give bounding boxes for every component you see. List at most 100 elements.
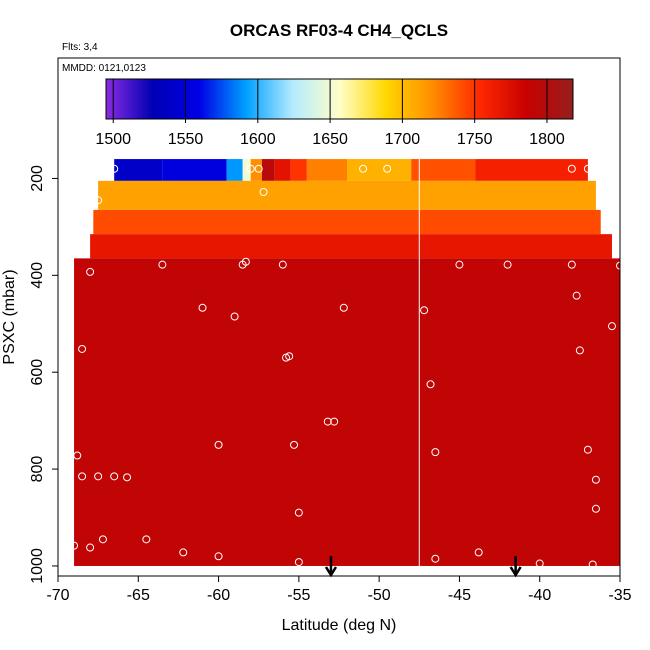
observation-point — [78, 472, 87, 481]
observation-point — [426, 380, 435, 389]
y-axis: 200 400 600 800 1000 — [29, 165, 59, 584]
observation-point — [94, 196, 103, 205]
observation-point — [259, 188, 268, 197]
observation-point — [575, 346, 584, 355]
observation-point — [330, 417, 339, 426]
observation-point — [94, 472, 103, 481]
x-tick-label: -65 — [127, 587, 150, 604]
heatmap-cell — [226, 159, 243, 181]
observation-point — [567, 260, 576, 269]
observation-point — [179, 548, 188, 557]
heatmap-cells — [74, 159, 621, 566]
observation-point — [583, 164, 592, 173]
observation-point — [278, 260, 287, 269]
y-tick-label: 800 — [29, 456, 46, 483]
colorbar-tick-label: 1600 — [240, 131, 276, 148]
observation-point — [607, 322, 616, 331]
colorbar: 1500 1550 1600 1650 1700 1750 1800 — [95, 78, 574, 148]
y-tick-label: 600 — [29, 359, 46, 386]
observation-point — [110, 164, 119, 173]
x-tick-label: -35 — [608, 587, 631, 604]
observation-point — [359, 164, 368, 173]
observation-point — [142, 535, 151, 544]
x-tick-label: -70 — [46, 587, 69, 604]
y-tick-label: 400 — [29, 262, 46, 289]
observation-point — [535, 559, 544, 568]
observation-point — [383, 164, 392, 173]
heatmap-cell — [74, 258, 621, 566]
observation-point — [110, 472, 119, 481]
observation-point — [214, 552, 223, 561]
observation-point — [294, 508, 303, 517]
observation-point — [588, 560, 597, 569]
heatmap-cell — [162, 159, 227, 181]
observation-point — [323, 417, 332, 426]
heatmap-cell — [475, 159, 588, 181]
chart-title: ORCAS RF03-4 CH4_QCLS — [230, 21, 448, 40]
x-tick-label: -50 — [368, 587, 391, 604]
colorbar-tick-label: 1800 — [529, 131, 565, 148]
down-arrow-icon — [509, 556, 522, 578]
observation-point — [241, 257, 250, 266]
observation-point — [455, 260, 464, 269]
heatmap-cell — [274, 159, 291, 181]
observation-point — [86, 543, 95, 552]
colorbar-tick-label: 1550 — [168, 131, 204, 148]
observation-point — [285, 352, 294, 361]
heatmap-cell — [250, 159, 262, 181]
observation-point — [474, 548, 483, 557]
observation-point — [158, 260, 167, 269]
observation-point — [591, 504, 600, 513]
y-tick-label: 1000 — [29, 548, 46, 584]
observation-point — [431, 448, 440, 457]
observation-point — [583, 445, 592, 454]
y-axis-label: PSXC (mbar) — [1, 269, 18, 364]
observation-point — [230, 312, 239, 321]
observation-point — [591, 475, 600, 484]
observation-point — [572, 291, 581, 300]
observation-point — [123, 473, 132, 482]
observation-point — [98, 535, 107, 544]
colorbar-tick-label: 1650 — [312, 131, 348, 148]
observation-points — [70, 164, 624, 569]
observation-point — [73, 451, 82, 460]
dates-label: MMDD: 0121,0123 — [62, 63, 146, 74]
y-tick-label: 200 — [29, 165, 46, 192]
heatmap-cell — [90, 234, 612, 259]
observation-point — [290, 440, 299, 449]
colorbar-tick-label: 1500 — [95, 131, 131, 148]
x-axis-label: Latitude (deg N) — [282, 617, 397, 634]
observation-point — [503, 260, 512, 269]
colorbar-tick-label: 1700 — [385, 131, 421, 148]
observation-point — [567, 164, 576, 173]
observation-point — [420, 306, 429, 315]
down-arrow-icon — [324, 556, 338, 578]
observation-point — [246, 164, 255, 173]
observation-point — [198, 303, 207, 312]
x-tick-label: -40 — [528, 587, 551, 604]
observation-point — [86, 267, 95, 276]
heatmap-cell — [306, 159, 348, 181]
heatmap-cell — [261, 159, 275, 181]
heatmap-cell — [347, 159, 412, 181]
observation-point — [254, 164, 263, 173]
flights-label: Flts: 3,4 — [62, 42, 98, 53]
colorbar-gradient — [105, 78, 574, 120]
colorbar-tick-label: 1750 — [457, 131, 493, 148]
observation-point — [294, 558, 303, 567]
latitude-arrows — [324, 556, 522, 578]
heatmap-cell — [93, 209, 601, 235]
observation-point — [214, 440, 223, 449]
x-axis: -70 -65 -60 -55 -50 -45 -40 -35 — [46, 575, 632, 604]
heatmap-cell — [411, 159, 476, 181]
x-tick-label: -60 — [207, 587, 230, 604]
heatmap-cell — [242, 159, 251, 181]
heatmap-cell — [290, 159, 307, 181]
heatmap-cell — [98, 180, 596, 210]
observation-point — [339, 303, 348, 312]
observation-point — [70, 541, 79, 550]
x-tick-label: -45 — [448, 587, 471, 604]
x-tick-label: -55 — [287, 587, 310, 604]
heatmap-cell — [114, 159, 163, 181]
